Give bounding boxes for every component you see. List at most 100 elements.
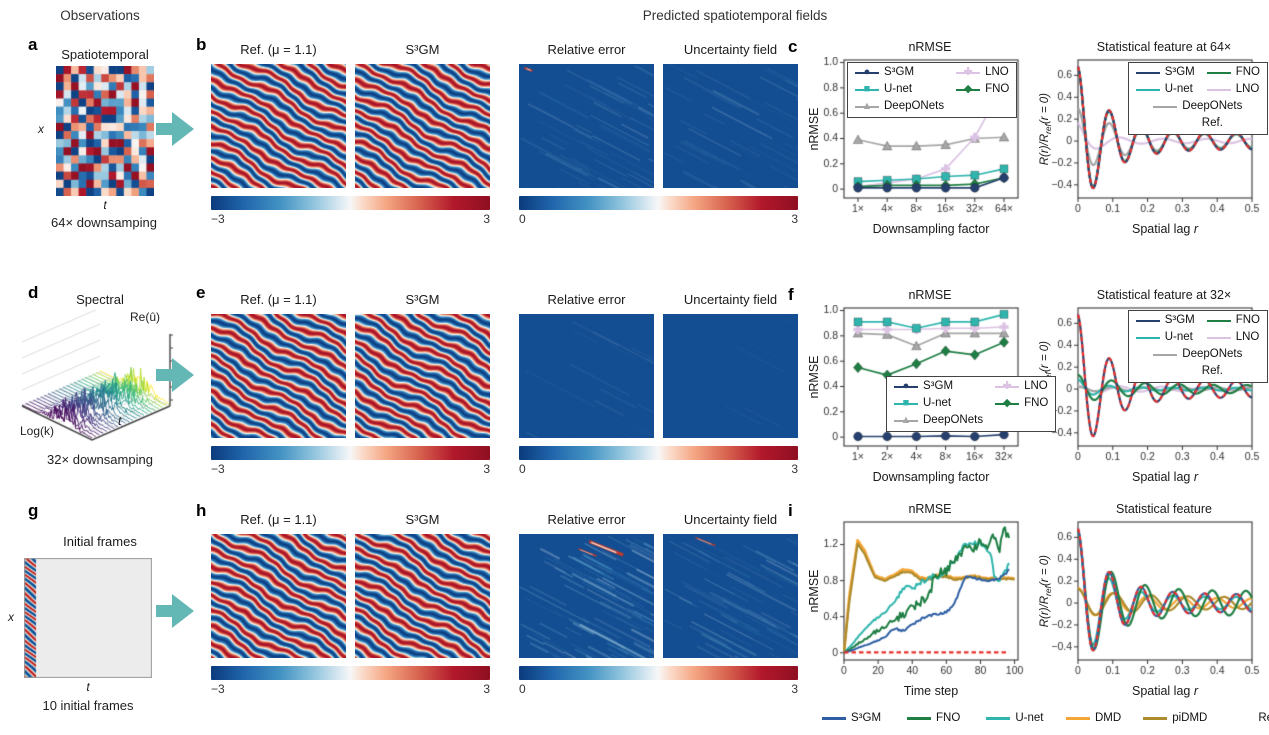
colorbar-max-label-b: 3: [483, 212, 490, 226]
legend-swatch: ▲: [894, 414, 918, 427]
legend-entry: LNO: [1206, 329, 1260, 346]
field-title-uncertainty-h: Uncertainty field: [683, 512, 778, 527]
legend-swatch: [1135, 67, 1160, 79]
legend-label: FNO: [985, 83, 1010, 95]
axis-label-logk-d: Log(k): [20, 424, 55, 438]
legend-entry: Ref.: [1173, 115, 1223, 132]
field-title-s3gm-b: S³GM: [405, 42, 440, 57]
legend-label: U-net: [923, 397, 952, 409]
legend-label: DeepONets: [1182, 348, 1243, 360]
colorbar-error-min-label-h: 0: [519, 682, 526, 696]
xlabel-part: Spatial lag: [1131, 470, 1194, 484]
legend-label: FNO: [936, 712, 961, 724]
legend-label: FNO: [1024, 397, 1049, 409]
legend-entry: DeepONets: [1153, 346, 1242, 363]
chart-xlabel: Downsampling factor: [872, 470, 990, 484]
field-title-uncertainty-e: Uncertainty field: [683, 292, 778, 307]
legend-swatch: [822, 712, 846, 724]
field-title-relative-error-b: Relative error: [547, 42, 626, 57]
legend-label: piDMD: [1172, 712, 1208, 724]
bottom-legend-left: S³GM FNO U-net: [822, 712, 1043, 724]
colorbar-max-label-e: 3: [483, 462, 490, 476]
chart-title: Statistical feature at 32×: [1096, 288, 1232, 302]
observation-title-d: Spectral: [76, 292, 124, 307]
legend-entry: ◆ FNO: [995, 395, 1048, 412]
colorbar-error-max-label-e: 3: [791, 462, 798, 476]
legend-swatch: [1173, 366, 1197, 378]
chart-xlabel: Spatial lag r: [1078, 684, 1252, 698]
legend-label: FNO: [1235, 314, 1260, 326]
legend-swatch: ●: [894, 380, 918, 393]
field-image-uncertainty-h: [663, 534, 798, 658]
legend-swatch: [1206, 67, 1231, 79]
legend-label: FNO: [1235, 66, 1260, 78]
chart-xlabel: Time step: [903, 684, 959, 698]
field-title-ref-h: Ref. (μ = 1.1): [240, 512, 317, 527]
legend-entry: ▲ DeepONets: [855, 98, 944, 115]
header-observations: Observations: [60, 8, 140, 23]
field-title-relative-error-h: Relative error: [547, 512, 626, 527]
colorbar-max-label-h: 3: [483, 682, 490, 696]
caption-downsampling-a: 64× downsamping: [51, 215, 157, 230]
legend-swatch: ●: [855, 66, 879, 79]
chart-plot-canvas: [1034, 519, 1269, 683]
colorbar-signed-b: [211, 196, 490, 210]
legend-label: S³GM: [1164, 66, 1195, 78]
legend-entry: Ref.: [1229, 712, 1269, 724]
legend-swatch: [1206, 315, 1231, 327]
observation-title-a: Spatiotemporal: [61, 47, 149, 62]
xlabel-italic: r: [1193, 684, 1199, 698]
panel-letter-c: c: [788, 37, 798, 56]
legend-swatch: [1135, 84, 1160, 96]
legend-label: DMD: [1095, 712, 1122, 724]
colorbar-error-min-label-b: 0: [519, 212, 526, 226]
legend-swatch: [1143, 712, 1168, 724]
legend-label: LNO: [1235, 83, 1260, 95]
legend-label: U-net: [884, 83, 913, 95]
field-image-uncertainty-b: [663, 64, 798, 188]
xlabel-italic: r: [1193, 222, 1199, 236]
legend-entry: S³GM: [1135, 312, 1195, 329]
axis-label-x-a: x: [38, 122, 44, 136]
chart-legend: S³GM FNO U-net LNO DeepONets Ref.: [1127, 62, 1268, 135]
legend-swatch: ■: [855, 83, 879, 96]
axis-label-t-g: t: [86, 680, 90, 694]
legend-swatch: [1153, 101, 1178, 113]
legend-label: LNO: [985, 66, 1009, 78]
observation-title-g: Initial frames: [63, 534, 137, 549]
axis-label-x-g: x: [8, 610, 14, 624]
legend-swatch: [1206, 332, 1231, 344]
colorbar-signed-e: [211, 446, 490, 460]
legend-swatch: [1229, 712, 1253, 724]
colorbar-error-max-label-b: 3: [791, 212, 798, 226]
legend-swatch: [1173, 118, 1197, 130]
panel-letter-f: f: [788, 285, 794, 304]
caption-initial-frames: 10 initial frames: [42, 698, 134, 713]
legend-entry: piDMD: [1143, 712, 1207, 724]
chart-nrmse-timestep: nRMSE nRMSE Time step: [800, 502, 1035, 702]
legend-swatch: [1066, 712, 1090, 724]
legend-label: S³GM: [923, 380, 954, 392]
colorbar-error-max-label-h: 3: [791, 682, 798, 696]
legend-label: S³GM: [1164, 314, 1195, 326]
legend-entry: ✚ LNO: [956, 64, 1009, 81]
legend-swatch: ■: [894, 397, 918, 410]
legend-swatch: [986, 712, 1011, 724]
field-title-s3gm-e: S³GM: [405, 292, 440, 307]
field-title-uncertainty-b: Uncertainty field: [683, 42, 778, 57]
legend-label: DeepONets: [1182, 100, 1243, 112]
legend-label: Ref.: [1201, 117, 1223, 129]
legend-entry: LNO: [1206, 81, 1260, 98]
legend-entry: S³GM: [822, 712, 881, 724]
chart-xlabel: Spatial lag r: [1078, 470, 1252, 484]
legend-label: U-net: [1164, 83, 1193, 95]
bottom-legend-right: DMD piDMD Ref.: [1066, 712, 1269, 724]
legend-entry: ■ U-net: [894, 395, 983, 412]
legend-swatch: ✚: [956, 66, 981, 79]
axis-label-t-d: t: [118, 414, 122, 428]
field-image-relative-error-e: [519, 314, 654, 438]
legend-entry: U-net: [1135, 81, 1195, 98]
legend-entry: S³GM: [1135, 64, 1195, 81]
legend-label: S³GM: [884, 66, 915, 78]
legend-label: LNO: [1024, 380, 1048, 392]
